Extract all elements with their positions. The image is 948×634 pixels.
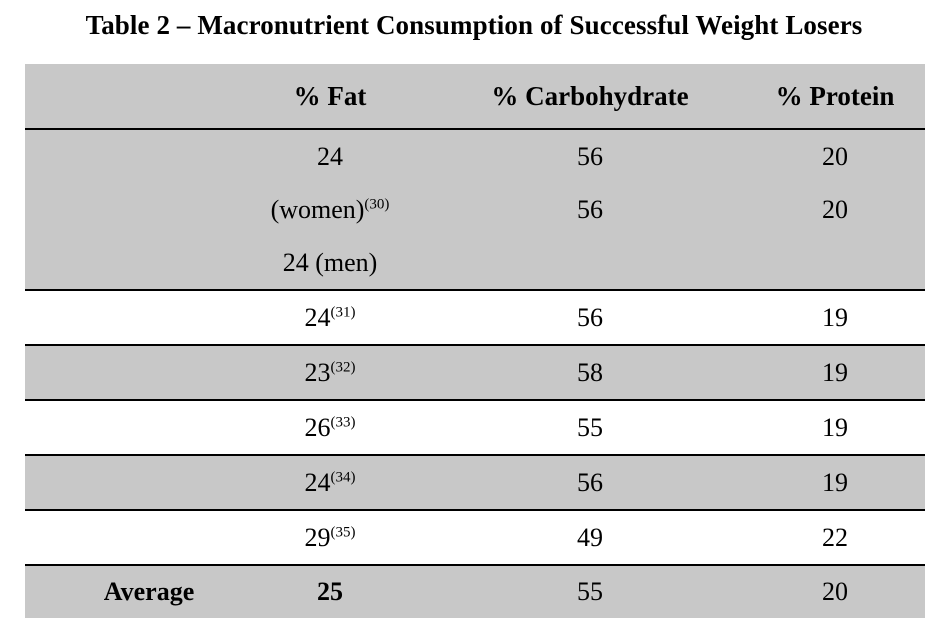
protein-cell: 19 bbox=[745, 455, 925, 511]
carbohydrate-cell: 49 bbox=[435, 510, 745, 566]
fat-cell: 24(34) bbox=[225, 455, 435, 511]
protein-cell: 19 bbox=[745, 400, 925, 456]
row-label-cell bbox=[25, 345, 225, 401]
table-row: 29(35) 49 22 bbox=[25, 510, 925, 566]
fat-cell: 26(33) bbox=[225, 400, 435, 456]
reference-mark: (34) bbox=[330, 468, 356, 485]
average-label: Average bbox=[103, 577, 195, 606]
row-label-cell bbox=[25, 510, 225, 566]
carbohydrate-cell: 55 bbox=[435, 400, 745, 456]
protein-cell: 22 bbox=[745, 510, 925, 566]
table-row: 23(32) 58 19 bbox=[25, 345, 925, 401]
fat-line: (women)(30) bbox=[270, 195, 390, 224]
carbohydrate-cell: 56 bbox=[435, 290, 745, 346]
table-row: 24(31) 56 19 bbox=[25, 290, 925, 346]
carbohydrate-cell: 56 56 bbox=[435, 129, 745, 291]
fat-cell: 24 (women)(30) 24 (men) bbox=[225, 129, 435, 291]
macronutrient-table: % Fat % Carbohydrate % Protein 24 (women… bbox=[25, 64, 925, 618]
average-protein-cell: 20 bbox=[822, 577, 848, 606]
row-label-cell bbox=[25, 129, 225, 291]
table-header-row: % Fat % Carbohydrate % Protein bbox=[25, 64, 925, 130]
table-row: 24 (women)(30) 24 (men) 56 56 20 20 bbox=[25, 129, 925, 291]
carbohydrate-cell: 58 bbox=[435, 345, 745, 401]
average-carbohydrate-cell: 55 bbox=[577, 577, 603, 606]
row-label-cell bbox=[25, 400, 225, 456]
table-title: Table 2 – Macronutrient Consumption of S… bbox=[85, 10, 863, 40]
reference-mark: (31) bbox=[330, 303, 356, 320]
fat-cell: 29(35) bbox=[225, 510, 435, 566]
fat-line: 24 bbox=[317, 142, 343, 171]
protein-cell: 20 20 bbox=[745, 129, 925, 291]
reference-mark: (32) bbox=[330, 358, 356, 375]
row-label-cell bbox=[25, 455, 225, 511]
fat-line: 24 (men) bbox=[282, 248, 378, 277]
protein-cell: 19 bbox=[745, 345, 925, 401]
column-header-carbohydrate: % Carbohydrate bbox=[435, 64, 745, 130]
reference-mark: (33) bbox=[330, 413, 356, 430]
column-header-empty bbox=[25, 64, 225, 130]
fat-cell: 23(32) bbox=[225, 345, 435, 401]
reference-mark: (30) bbox=[364, 196, 390, 213]
row-label-cell bbox=[25, 290, 225, 346]
average-row: Average 25 55 20 bbox=[25, 565, 925, 618]
protein-cell: 19 bbox=[745, 290, 925, 346]
table-row: 24(34) 56 19 bbox=[25, 455, 925, 511]
carbohydrate-cell: 56 bbox=[435, 455, 745, 511]
column-header-fat: % Fat bbox=[225, 64, 435, 130]
column-header-protein: % Protein bbox=[745, 64, 925, 130]
fat-cell: 24(31) bbox=[225, 290, 435, 346]
reference-mark: (35) bbox=[330, 523, 356, 540]
table-row: 26(33) 55 19 bbox=[25, 400, 925, 456]
average-fat-cell: 25 bbox=[317, 577, 343, 606]
